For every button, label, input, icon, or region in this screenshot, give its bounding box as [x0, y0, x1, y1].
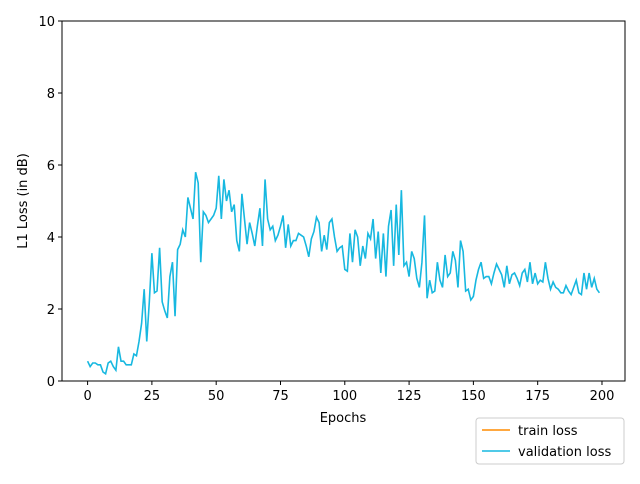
legend-label: train loss: [518, 424, 578, 439]
x-tick-label: 200: [590, 389, 615, 404]
x-axis-label: Epochs: [320, 411, 367, 426]
x-tick-label: 125: [397, 389, 422, 404]
legend-label: validation loss: [518, 445, 611, 460]
legend-box: [475, 417, 625, 465]
y-tick-label: 2: [47, 303, 55, 318]
x-tick-label: 175: [525, 389, 550, 404]
y-tick-label: 10: [38, 15, 55, 30]
y-tick-label: 6: [47, 159, 55, 174]
x-tick-label: 25: [144, 389, 161, 404]
y-tick-label: 8: [47, 87, 55, 102]
x-tick-label: 0: [83, 389, 91, 404]
y-tick-label: 4: [47, 231, 55, 246]
x-tick-label: 75: [272, 389, 289, 404]
plot-frame: [61, 20, 626, 382]
x-tick-label: 50: [208, 389, 225, 404]
series-line: [86, 172, 601, 376]
y-tick-label: 0: [47, 375, 55, 390]
x-tick-label: 150: [461, 389, 486, 404]
x-tick-label: 100: [332, 389, 357, 404]
y-axis-label: L1 Loss (in dB): [16, 153, 31, 249]
